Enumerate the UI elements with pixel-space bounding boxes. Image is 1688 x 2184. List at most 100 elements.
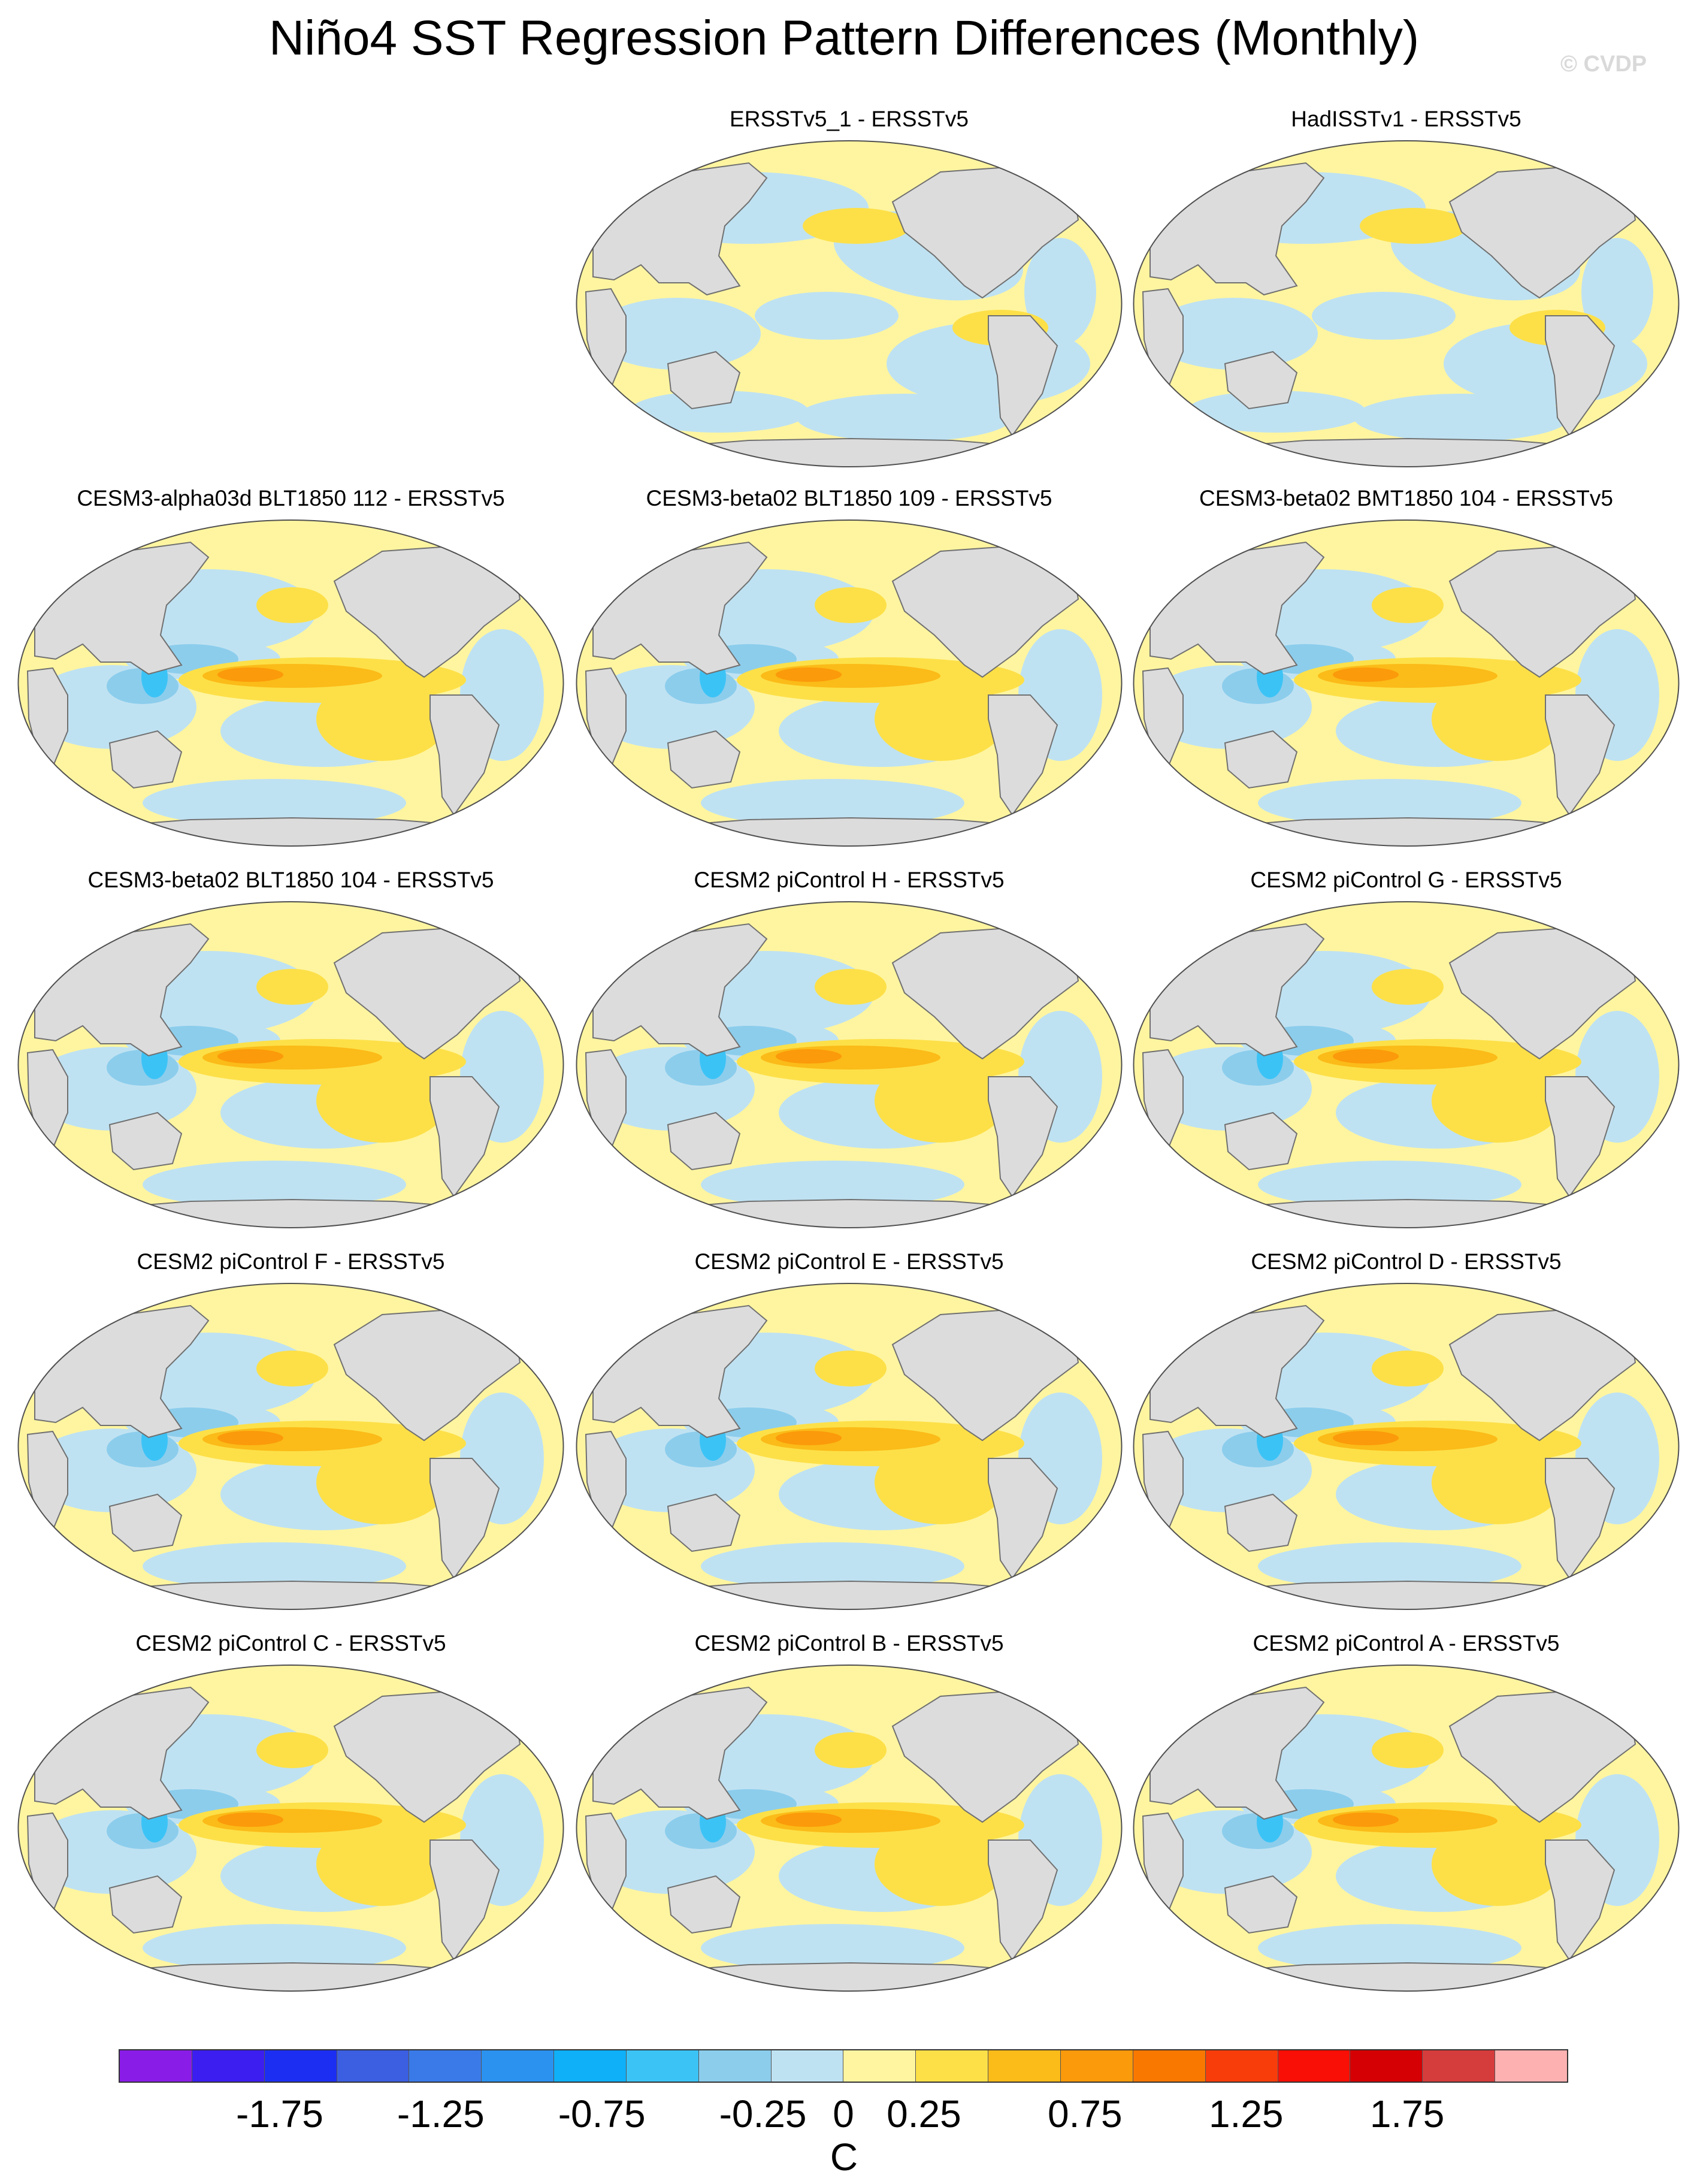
colorbar-swatch (120, 2050, 192, 2082)
anomaly-contour (1024, 238, 1096, 346)
map-outline (1133, 1283, 1680, 1610)
colorbar-tick-label: 1.75 (1369, 2092, 1445, 2135)
map-panel: CESM2 piControl F - ERSSTv5 (11, 1247, 571, 1631)
colorbar-swatch (264, 2050, 337, 2082)
land-mass (658, 437, 1043, 467)
anomaly-contour (1372, 1732, 1444, 1768)
panel-title: CESM2 piControl A - ERSSTv5 (1253, 1631, 1560, 1656)
anomaly-contour (256, 1351, 328, 1386)
colorbar-swatch (1060, 2050, 1133, 2082)
colorbar-tick-label: -1.25 (397, 2092, 485, 2135)
map-panel: CESM3-beta02 BMT1850 104 - ERSSTv5 (1126, 484, 1686, 868)
colorbar-tick-label: -0.75 (558, 2092, 646, 2135)
anomaly-contour (1372, 587, 1444, 623)
anomaly-contour (1258, 779, 1521, 827)
anomaly-contour (755, 292, 899, 340)
colorbar-tick-label: -1.75 (235, 2092, 323, 2135)
colorbar-swatch (554, 2050, 627, 2082)
anomaly-contour (143, 1924, 406, 1972)
map-panel: CESM2 piControl H - ERSSTv5 (569, 866, 1129, 1249)
map-panel: CESM2 piControl C - ERSSTv5 (11, 1629, 571, 2013)
anomaly-contour (776, 667, 842, 682)
colorbar-tick-label: -0.25 (719, 2092, 807, 2135)
anomaly-contour (1581, 238, 1653, 346)
land-mass (1224, 1875, 1298, 1934)
anomaly-contour (1432, 677, 1563, 761)
map-outline (1133, 901, 1680, 1228)
map-outline (576, 1283, 1123, 1610)
land-mass (1065, 1692, 1109, 1736)
colorbar-swatch (337, 2050, 410, 2082)
anomaly-contour (1432, 1059, 1563, 1143)
land-mass (1622, 168, 1666, 212)
anomaly-contour (1186, 391, 1366, 433)
map-panel: CESM2 piControl E - ERSSTv5 (569, 1247, 1129, 1631)
robinson-map (17, 1665, 564, 1992)
colorbar-swatch (1205, 2050, 1278, 2082)
land-mass (658, 1962, 1043, 1991)
anomaly-contour (1360, 208, 1468, 244)
robinson-map (1133, 1283, 1680, 1610)
land-mass (26, 1812, 68, 1913)
colorbar-swatch (843, 2050, 916, 2082)
anomaly-contour (701, 779, 964, 827)
anomaly-contour (797, 394, 1012, 442)
anomaly-contour (1432, 1822, 1563, 1906)
land-mass (1142, 288, 1184, 389)
land-mass (1622, 547, 1666, 591)
land-mass (1224, 730, 1298, 789)
colorbar-tick-label: 1.25 (1208, 2092, 1284, 2135)
robinson-map (1133, 1665, 1680, 1992)
anomaly-contour (776, 1049, 842, 1064)
robinson-map (1133, 140, 1680, 467)
robinson-map (17, 901, 564, 1228)
map-outline (1133, 519, 1680, 847)
anomaly-contour (875, 1440, 1006, 1524)
land-mass (1065, 929, 1109, 973)
land-mass (658, 1198, 1043, 1228)
land-mass (108, 730, 183, 789)
anomaly-contour (256, 1732, 328, 1768)
colorbar-swatch (698, 2050, 772, 2082)
anomaly-contour (875, 677, 1006, 761)
anomaly-contour (316, 1822, 448, 1906)
land-mass (585, 1812, 627, 1913)
anomaly-contour (1372, 1351, 1444, 1386)
panel-title: CESM3-beta02 BLT1850 104 - ERSSTv5 (87, 868, 494, 892)
robinson-map (576, 140, 1123, 467)
map-outline (576, 1665, 1123, 1992)
anomaly-contour (593, 298, 761, 370)
anomaly-contour (1333, 1049, 1399, 1064)
panel-title: CESM3-beta02 BLT1850 109 - ERSSTv5 (646, 486, 1052, 510)
anomaly-contour (217, 667, 283, 682)
anomaly-contour (815, 1351, 887, 1386)
panel-title: CESM2 piControl D - ERSSTv5 (1251, 1249, 1562, 1274)
anomaly-contour (815, 587, 887, 623)
land-mass (1622, 929, 1666, 973)
anomaly-contour (1432, 1440, 1563, 1524)
panel-title: CESM2 piControl H - ERSSTv5 (694, 868, 1005, 892)
anomaly-contour (815, 1732, 887, 1768)
land-mass (1142, 1812, 1184, 1913)
anomaly-contour (217, 1813, 283, 1827)
land-mass (108, 1111, 183, 1171)
colorbar-tick-label: 0.25 (887, 2092, 961, 2135)
land-mass (585, 288, 627, 389)
land-mass (667, 1875, 741, 1934)
anomaly-contour (1354, 394, 1569, 442)
anomaly-contour (1372, 969, 1444, 1005)
colorbar-tick-label: 0 (833, 2092, 854, 2135)
copyright-watermark: © CVDP (1560, 52, 1647, 77)
anomaly-contour (776, 1431, 842, 1445)
land-mass (585, 1049, 627, 1150)
colorbar-swatch (988, 2050, 1061, 2082)
robinson-map (576, 901, 1123, 1228)
land-mass (1215, 1580, 1600, 1609)
land-mass (1215, 1198, 1600, 1228)
map-panel: ERSSTv5_1 - ERSSTv5 (569, 105, 1129, 488)
land-mass (100, 1962, 485, 1991)
land-mass (100, 817, 485, 846)
anomaly-contour (776, 1813, 842, 1827)
anomaly-contour (316, 1059, 448, 1143)
anomaly-contour (701, 1161, 964, 1209)
